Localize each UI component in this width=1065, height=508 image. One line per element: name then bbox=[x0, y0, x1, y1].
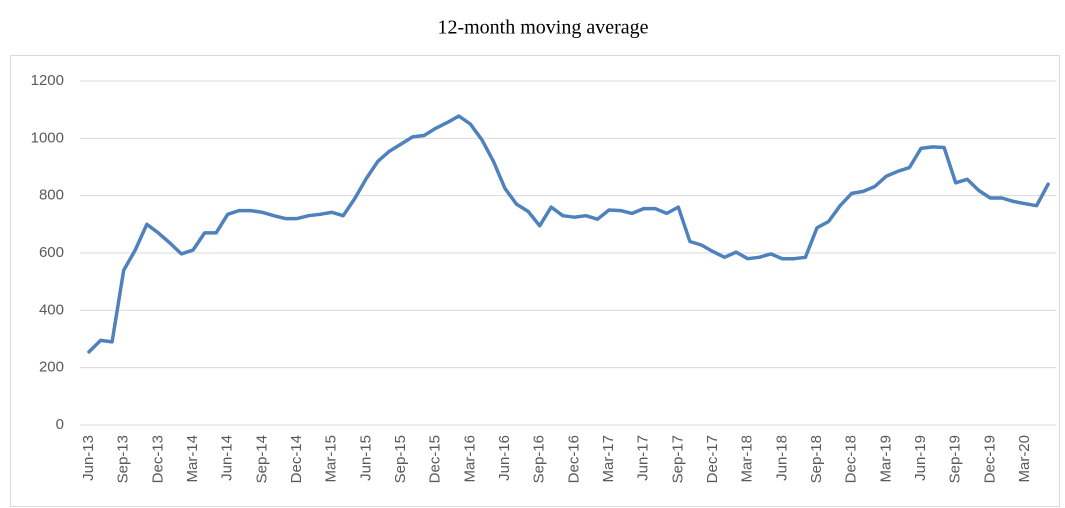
x-tick-label: Jun-18 bbox=[773, 435, 790, 481]
x-tick-label: Sep-19 bbox=[947, 435, 964, 483]
x-tick-label: Dec-17 bbox=[704, 435, 721, 483]
series-line bbox=[87, 114, 1050, 354]
y-tick-label: 1200 bbox=[31, 72, 64, 89]
y-tick-label: 400 bbox=[39, 301, 64, 318]
x-tick-label: Jun-17 bbox=[635, 435, 652, 481]
y-tick-label: 0 bbox=[56, 416, 64, 433]
y-tick-label: 800 bbox=[39, 187, 64, 204]
x-tick-label: Jun-14 bbox=[219, 435, 236, 481]
chart-border bbox=[10, 55, 1060, 507]
x-tick-label: Sep-16 bbox=[531, 435, 548, 483]
x-tick-label: Dec-14 bbox=[288, 435, 305, 483]
x-tick-label: Sep-15 bbox=[392, 435, 409, 483]
x-tick-label: Dec-18 bbox=[843, 435, 860, 483]
x-tick-label: Jun-13 bbox=[80, 435, 97, 481]
x-tick-label: Mar-19 bbox=[877, 435, 894, 483]
y-tick-label: 600 bbox=[39, 244, 64, 261]
x-tick-label: Mar-16 bbox=[461, 435, 478, 483]
x-tick-label: Sep-17 bbox=[669, 435, 686, 483]
x-tick-label: Jun-15 bbox=[357, 435, 374, 481]
x-tick-label: Jun-19 bbox=[912, 435, 929, 481]
x-tick-label: Mar-14 bbox=[184, 435, 201, 483]
x-tick-label: Mar-20 bbox=[1016, 435, 1033, 483]
y-tick-label: 200 bbox=[39, 359, 64, 376]
x-tick-label: Mar-17 bbox=[600, 435, 617, 483]
x-tick-label: Sep-14 bbox=[253, 435, 270, 483]
x-tick-label: Mar-15 bbox=[323, 435, 340, 483]
x-tick-label: Dec-13 bbox=[149, 435, 166, 483]
x-tick-label: Sep-13 bbox=[115, 435, 132, 483]
x-tick-label: Jun-16 bbox=[496, 435, 513, 481]
x-tick-label: Dec-19 bbox=[981, 435, 998, 483]
x-tick-label: Sep-18 bbox=[808, 435, 825, 483]
x-tick-label: Mar-18 bbox=[739, 435, 756, 483]
x-tick-label: Dec-16 bbox=[565, 435, 582, 483]
x-tick-label: Dec-15 bbox=[427, 435, 444, 483]
chart-title: 12-month moving average bbox=[437, 17, 648, 39]
y-tick-label: 1000 bbox=[31, 129, 64, 146]
